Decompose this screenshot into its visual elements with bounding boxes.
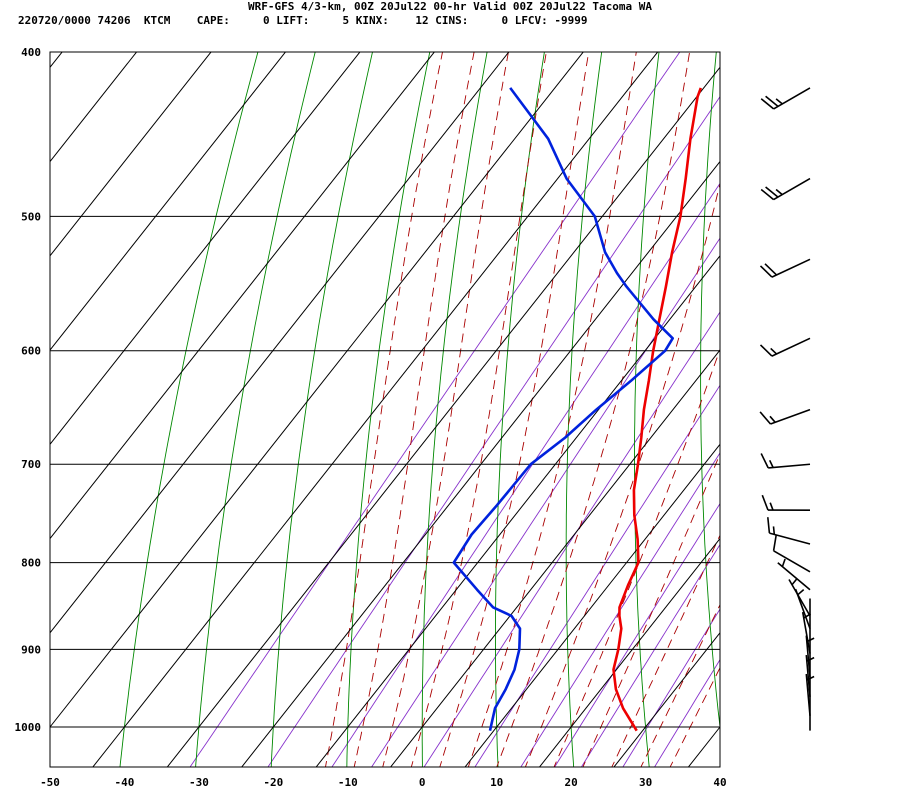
wind-barbs: [759, 87, 815, 731]
wind-barb: [794, 588, 811, 629]
sounding-profiles: [452, 87, 703, 732]
isobar-lines: [50, 52, 720, 728]
isotherm-line: [50, 52, 63, 69]
moist-adiabat-line: [410, 52, 547, 767]
moist-adiabat-line: [382, 52, 509, 767]
temperature-tick-label: 10: [490, 776, 503, 789]
isotherm-line: [92, 52, 659, 767]
wind-barb: [777, 558, 811, 591]
isotherm-line: [464, 443, 720, 767]
mixing-ratio-line: [554, 502, 720, 767]
mixing-ratio-line: [423, 311, 720, 767]
temperature-tick-label: -10: [338, 776, 358, 789]
dry-adiabat-line: [887, 52, 900, 770]
isotherm-lines: [50, 52, 720, 767]
station-indices-line: 220720/0000 74206 KTCM CAPE: 0 LIFT: 5 K…: [18, 14, 588, 27]
moist-adiabat-line: [669, 666, 720, 767]
temperature-tick-label: -30: [189, 776, 209, 789]
moist-adiabat-line: [325, 52, 443, 767]
mixing-ratio-line: [654, 658, 720, 767]
dry-adiabat-line: [765, 52, 801, 770]
moist-adiabats: [325, 52, 720, 767]
isotherm-line: [538, 537, 720, 767]
isotherm-line: [50, 52, 212, 257]
isotherm-line: [241, 160, 720, 767]
dry-adiabat-line: [421, 52, 488, 767]
dry-adiabats: [119, 52, 900, 770]
isotherm-line: [50, 52, 435, 540]
pressure-tick-labels: 400 500 600 700 800 900 1000: [15, 46, 42, 734]
temperature-tick-label: 30: [639, 776, 652, 789]
temperature-tick-label: -50: [40, 776, 60, 789]
chart-title: WRF-GFS 4/3-km, 00Z 20Jul22 00-hr Valid …: [248, 0, 652, 13]
mixing-ratio-lines: [189, 52, 720, 767]
temperature-tick-label: -40: [114, 776, 134, 789]
isotherm-line: [50, 52, 287, 351]
isotherm-line: [50, 52, 510, 634]
dry-adiabat-line: [195, 52, 316, 767]
wind-barb: [760, 87, 811, 110]
wind-barb: [759, 408, 811, 425]
background-lines: [50, 52, 900, 770]
wind-barb: [759, 337, 811, 357]
isotherm-line: [687, 726, 720, 767]
dry-adiabat-line: [119, 52, 259, 767]
mixing-ratio-line: [520, 452, 720, 767]
moist-adiabat-line: [582, 452, 720, 767]
dry-adiabat-line: [565, 52, 603, 767]
mixing-ratio-line: [331, 182, 720, 767]
plot-frame: [49, 51, 721, 768]
moist-adiabat-line: [524, 181, 720, 767]
moist-adiabat-line: [496, 52, 691, 767]
wind-barb: [760, 453, 811, 469]
dry-adiabat-line: [495, 52, 545, 767]
temperature-tick-labels: -50 -40 -30 -20 -10 0 10 20 30 40: [40, 776, 727, 789]
dry-adiabat-line: [827, 52, 877, 770]
dewpoint-profile-line: [452, 87, 675, 731]
temperature-tick-label: 40: [713, 776, 726, 789]
dry-adiabat-line: [700, 52, 720, 732]
pressure-tick-label: 1000: [15, 721, 42, 734]
pressure-tick-label: 400: [21, 46, 41, 59]
moist-adiabat-line: [467, 52, 637, 767]
wind-barb: [760, 177, 811, 201]
mixing-ratio-line: [371, 237, 720, 767]
temperature-tick-label: 20: [564, 776, 577, 789]
isotherm-line: [166, 66, 720, 767]
pressure-tick-label: 700: [21, 458, 41, 471]
mixing-ratio-line: [622, 608, 720, 767]
moist-adiabat-line: [439, 52, 590, 767]
isotherm-line: [613, 631, 720, 767]
mixing-ratio-line: [474, 384, 720, 767]
mixing-ratio-line: [189, 52, 681, 767]
isotherm-line: [50, 52, 584, 728]
dry-adiabat-line: [270, 52, 373, 767]
wind-barb: [788, 577, 811, 617]
moist-adiabat-line: [353, 52, 475, 767]
isotherm-line: [50, 52, 138, 163]
pressure-tick-label: 500: [21, 210, 41, 223]
dry-adiabat-line: [346, 52, 431, 767]
isotherm-line: [50, 52, 361, 446]
pressure-tick-label: 800: [21, 557, 41, 570]
mixing-ratio-line: [580, 543, 720, 767]
wind-barb: [761, 494, 811, 511]
temperature-tick-label: -20: [263, 776, 283, 789]
temperature-tick-label: 0: [419, 776, 426, 789]
temperature-profile-line: [612, 87, 703, 732]
wind-barb: [772, 534, 811, 573]
pressure-tick-label: 900: [21, 643, 41, 656]
moist-adiabat-line: [640, 603, 720, 767]
pressure-tick-label: 600: [21, 345, 41, 358]
wind-barb: [759, 258, 811, 278]
isotherm-line: [389, 349, 720, 767]
wind-barb: [767, 517, 811, 545]
mixing-ratio-line: [267, 95, 720, 767]
